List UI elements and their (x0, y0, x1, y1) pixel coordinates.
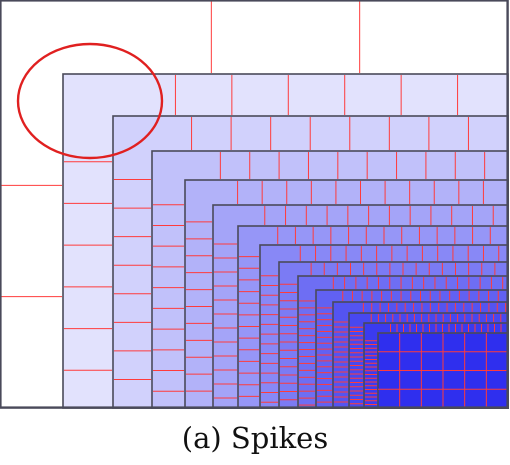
figure-caption: (a) Spikes (181, 421, 329, 455)
mesh-frame (0, 0, 508, 408)
nested-l-shaped-mesh (0, 0, 509, 409)
highlight-ellipse (16, 42, 164, 160)
